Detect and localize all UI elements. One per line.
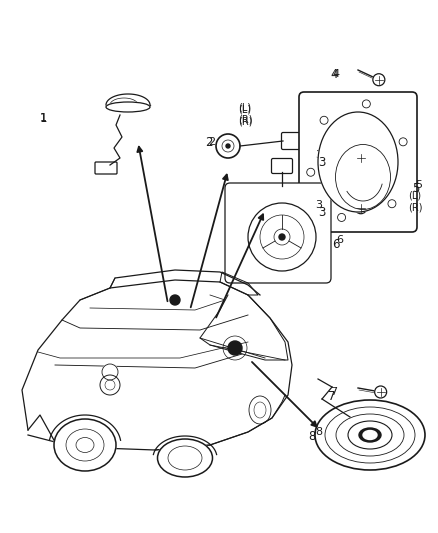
FancyBboxPatch shape — [272, 158, 293, 174]
Text: 7: 7 — [328, 390, 336, 402]
Ellipse shape — [106, 102, 150, 112]
Ellipse shape — [318, 112, 398, 212]
Ellipse shape — [54, 419, 116, 471]
FancyBboxPatch shape — [282, 133, 303, 149]
Circle shape — [100, 375, 120, 395]
Circle shape — [388, 200, 396, 208]
Text: 6: 6 — [336, 235, 343, 245]
Text: 1: 1 — [40, 111, 47, 125]
Text: 5: 5 — [415, 180, 422, 190]
Ellipse shape — [158, 439, 212, 477]
Circle shape — [399, 138, 407, 146]
Text: 4: 4 — [330, 69, 338, 82]
Text: (R): (R) — [238, 115, 252, 125]
Circle shape — [355, 201, 367, 214]
Text: 7: 7 — [330, 387, 337, 397]
Text: 3: 3 — [318, 206, 325, 219]
Circle shape — [355, 152, 367, 164]
Circle shape — [362, 100, 371, 108]
Text: 4: 4 — [332, 69, 339, 79]
Circle shape — [216, 134, 240, 158]
Text: (L): (L) — [238, 105, 251, 115]
Circle shape — [307, 168, 315, 176]
Circle shape — [320, 116, 328, 124]
FancyBboxPatch shape — [225, 183, 331, 283]
Circle shape — [102, 364, 118, 380]
Text: 5: 5 — [412, 182, 419, 195]
Ellipse shape — [363, 431, 377, 440]
Text: 1: 1 — [40, 113, 47, 123]
Text: (R): (R) — [238, 117, 252, 127]
Text: (L): (L) — [408, 190, 421, 200]
Text: 3: 3 — [315, 200, 322, 210]
Text: 3: 3 — [318, 156, 325, 168]
Text: 8: 8 — [308, 430, 315, 442]
Text: 6: 6 — [332, 238, 339, 251]
Circle shape — [226, 144, 230, 148]
Circle shape — [374, 386, 387, 398]
Circle shape — [338, 213, 346, 221]
Text: 8: 8 — [315, 427, 322, 437]
Text: (R): (R) — [408, 202, 423, 212]
Text: 3: 3 — [315, 150, 322, 160]
Circle shape — [170, 295, 180, 305]
Text: 2: 2 — [205, 135, 212, 149]
Ellipse shape — [315, 400, 425, 470]
Text: 2: 2 — [208, 137, 215, 147]
Circle shape — [248, 203, 316, 271]
Circle shape — [373, 74, 385, 86]
Ellipse shape — [359, 428, 381, 442]
FancyBboxPatch shape — [95, 162, 117, 174]
Text: (L): (L) — [238, 103, 251, 113]
Circle shape — [279, 234, 285, 240]
FancyBboxPatch shape — [299, 92, 417, 232]
Circle shape — [228, 341, 242, 355]
